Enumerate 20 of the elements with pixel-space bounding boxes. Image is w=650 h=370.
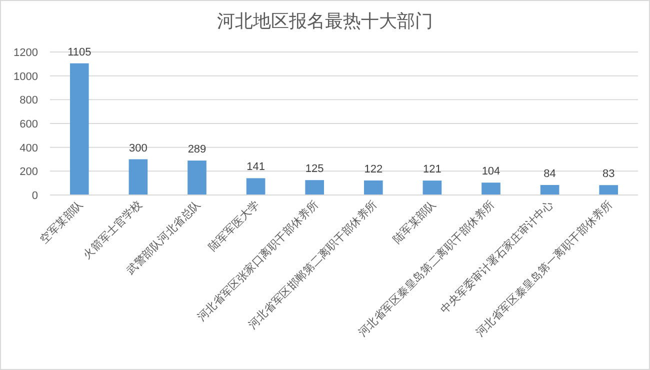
data-label: 300 bbox=[129, 142, 148, 154]
data-label: 84 bbox=[544, 168, 556, 180]
ytick: 1200 bbox=[14, 47, 38, 59]
ytick: 400 bbox=[20, 142, 38, 154]
ytick: 800 bbox=[20, 94, 38, 107]
ytick: 1000 bbox=[14, 70, 38, 83]
xtick: 空军某部队 bbox=[38, 198, 86, 246]
data-label: 141 bbox=[246, 161, 265, 174]
title: 河北地区报名最热十大部门 bbox=[217, 11, 433, 31]
xtick: 陆军某部队 bbox=[390, 198, 438, 246]
data-label: 122 bbox=[364, 163, 383, 176]
data-label: 1105 bbox=[68, 46, 92, 58]
data-label: 289 bbox=[188, 144, 206, 156]
ytick: 600 bbox=[20, 118, 38, 130]
data-label: 125 bbox=[305, 163, 324, 176]
data-label: 121 bbox=[423, 164, 442, 176]
data-label: 104 bbox=[482, 166, 500, 178]
ytick: 0 bbox=[32, 190, 38, 202]
ytick: 200 bbox=[20, 166, 38, 178]
data-label: 83 bbox=[602, 168, 615, 180]
